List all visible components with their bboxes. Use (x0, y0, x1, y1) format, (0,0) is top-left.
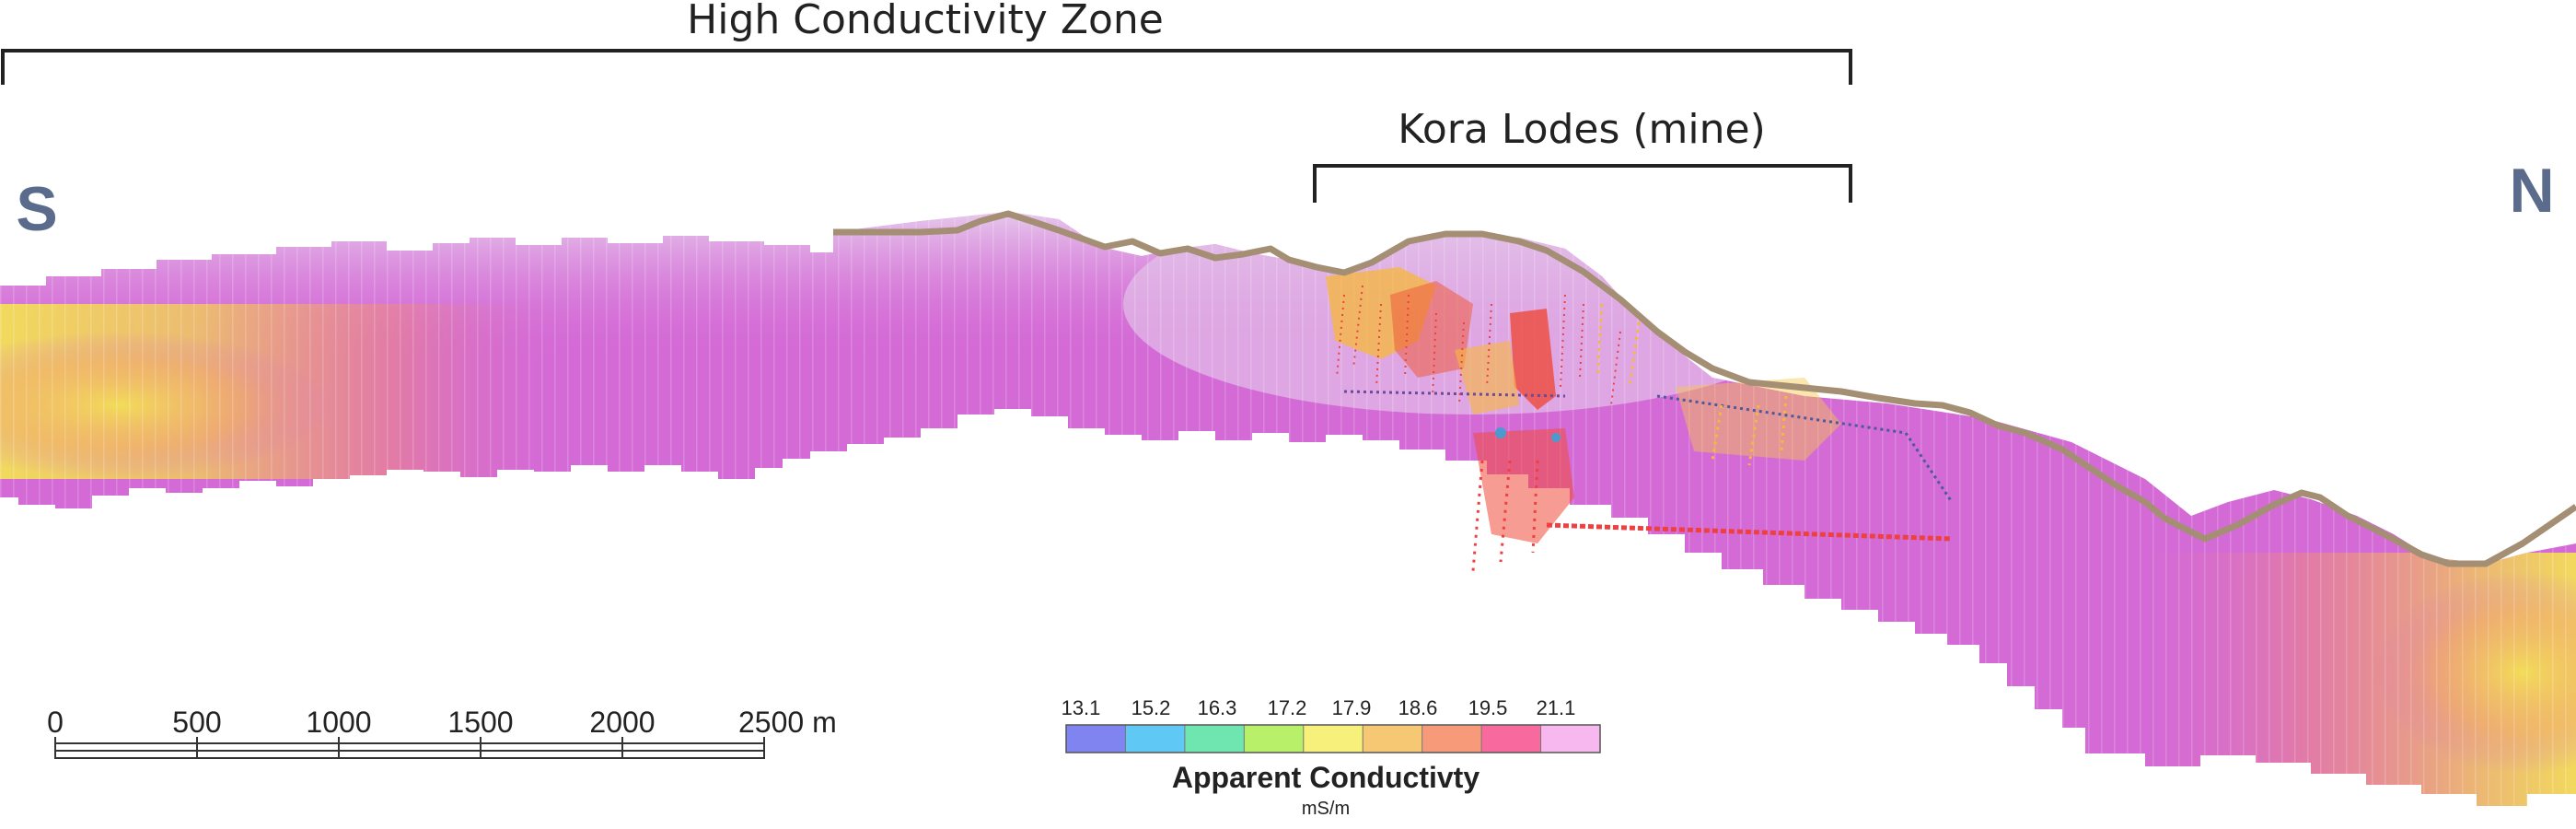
kora-lodes-bracket (1313, 164, 1852, 203)
legend-value-label: 15.2 (1131, 696, 1171, 719)
high-conductivity-zone-annotation: High Conductivity Zone (1, 0, 1852, 85)
high-conductivity-zone-bracket (1, 49, 1852, 85)
legend-value-label: 17.2 (1268, 696, 1307, 719)
level-marker (1551, 433, 1561, 442)
conductivity-legend: 13.1 15.2 16.3 17.2 17.9 18.6 19.5 21.1 … (1062, 696, 1601, 819)
legend-swatch (1244, 725, 1305, 753)
mid-drive (1343, 390, 1566, 398)
kora-lodes-annotation: Kora Lodes (mine) (1313, 106, 1852, 203)
legend-value-label: 18.6 (1398, 696, 1438, 719)
deep-drill-traces (1471, 460, 1539, 572)
scale-tick-label: 2000 (589, 706, 655, 739)
legend-swatch (1481, 725, 1542, 753)
central-stope (1510, 309, 1556, 410)
drill-traces (1595, 303, 1788, 466)
upper-stope-cluster (1390, 281, 1473, 378)
legend-swatch (1184, 725, 1245, 753)
legend-swatch (1303, 725, 1363, 753)
scale-tick-label: 0 (47, 706, 64, 739)
legend-units: mS/m (1302, 799, 1350, 819)
legend-swatch (1421, 725, 1482, 753)
eastern-workings (1676, 378, 1841, 461)
legend-value-label: 21.1 (1537, 696, 1576, 719)
legend-value-label: 16.3 (1198, 696, 1237, 719)
legend-title: Apparent Conductivty (1172, 761, 1479, 794)
legend-value-label: 13.1 (1062, 696, 1101, 719)
legend-swatch (1125, 725, 1186, 753)
legend-value-label: 19.5 (1468, 696, 1508, 719)
high-conductivity-zone-label: High Conductivity Zone (687, 0, 1164, 43)
south-direction-label: S (16, 174, 57, 244)
lower-stope-cluster (1473, 428, 1574, 543)
legend-swatch (1066, 725, 1126, 753)
lower-drive (1546, 522, 1953, 542)
level-marker (1495, 427, 1506, 438)
scale-bar: 0 500 1000 1500 2000 2500 m (47, 706, 837, 759)
scale-tick-label: 1000 (306, 706, 371, 739)
scale-tick-label: 500 (172, 706, 221, 739)
north-direction-label: N (2509, 156, 2554, 226)
kora-mine-workings (1326, 267, 1954, 572)
scale-tick-label: 1500 (447, 706, 513, 739)
legend-colour-bar (1066, 725, 1601, 753)
drill-traces (1336, 285, 1621, 406)
legend-swatch (1540, 725, 1601, 753)
kora-lodes-label: Kora Lodes (mine) (1398, 106, 1766, 153)
scale-tick-label: 2500 m (738, 706, 837, 739)
central-stope (1455, 341, 1519, 414)
topographic-surface-line (833, 210, 2576, 567)
scale-bar-ticks (54, 737, 765, 758)
legend-colour-bar-outline (1065, 724, 1601, 753)
legend-value-label: 17.9 (1332, 696, 1372, 719)
legend-swatch (1363, 725, 1423, 753)
